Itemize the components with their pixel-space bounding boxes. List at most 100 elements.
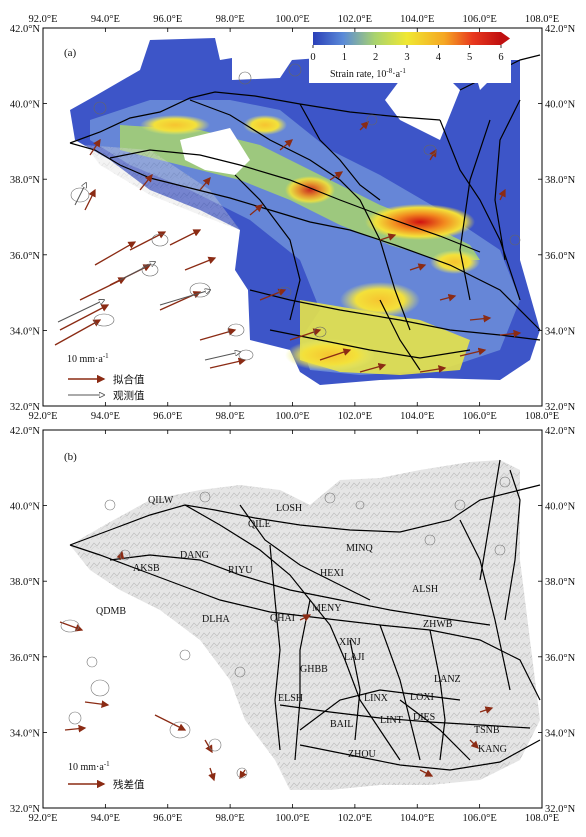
lon-label-bottom: 108.0°E — [525, 411, 559, 422]
block-label-qhai: QHAI — [270, 613, 295, 624]
lon-label-top: 100.0°E — [275, 14, 309, 25]
residual-vectors — [59, 476, 511, 782]
colorbar-tick-label: 1 — [342, 52, 347, 63]
block-label-hexi: HEXI — [320, 568, 344, 579]
lat-label-left: 42.0°N — [10, 426, 41, 437]
legend-a-scale: 10 mm·a-1 — [67, 352, 109, 365]
block-label-lint: LINT — [380, 715, 403, 726]
lon-label-bottom: 102.0°E — [338, 813, 372, 824]
colorbar-arrow-end — [501, 32, 510, 45]
lon-label-top: 96.0°E — [153, 14, 182, 25]
lon-label-bottom: 94.0°E — [91, 411, 120, 422]
panel-a-label: (a) — [64, 47, 77, 59]
lon-label-bottom: 94.0°E — [91, 813, 120, 824]
lat-label-right: 42.0°N — [545, 24, 576, 35]
legend-a: 10 mm·a-1 拟合值 观测值 — [67, 352, 145, 402]
block-label-lanz: LANZ — [434, 674, 461, 685]
lon-label-bottom: 92.0°E — [29, 411, 58, 422]
block-label-qilw: QILW — [148, 495, 174, 506]
fault-lines-a — [69, 54, 541, 371]
lon-label-top: 106.0°E — [463, 14, 497, 25]
block-label-losh: LOSH — [276, 503, 302, 514]
lon-label-bottom: 100.0°E — [275, 411, 309, 422]
block-label-aksb: AKSB — [133, 563, 160, 574]
block-label-tsnb: TSNB — [474, 725, 500, 736]
lon-label-bottom: 104.0°E — [400, 813, 434, 824]
colorbar-tick-label: 2 — [373, 52, 378, 63]
legend-fitted-label: 拟合值 — [113, 373, 145, 386]
lat-label-left: 32.0°N — [10, 804, 41, 815]
block-label-bail: BAIL — [330, 719, 353, 730]
lon-label-bottom: 102.0°E — [338, 411, 372, 422]
lon-label-bottom: 100.0°E — [275, 813, 309, 824]
panel-b-label: (b) — [64, 451, 77, 463]
lon-label-bottom: 96.0°E — [153, 813, 182, 824]
block-label-kang: KANG — [478, 744, 507, 755]
colorbar-tick-label: 5 — [467, 52, 472, 63]
block-label-zhou: ZHOU — [348, 749, 377, 760]
lat-label-left: 36.0°N — [10, 653, 41, 664]
block-label-zhwb: ZHWB — [423, 619, 453, 630]
block-label-laji: LAJI — [344, 652, 365, 663]
colorbar-tick-label: 3 — [404, 52, 409, 63]
lat-label-left: 40.0°N — [10, 502, 41, 513]
legend-b: 10 mm·a-1 残差值 — [68, 760, 145, 791]
lat-label-right: 40.0°N — [545, 502, 576, 513]
block-label-qile: QILE — [248, 519, 271, 530]
legend-observed-label: 观测值 — [113, 389, 145, 402]
lat-label-right: 38.0°N — [545, 577, 576, 588]
block-labels: QILW LOSH QILE MINQ DANG HEXI AKSB RIYU ALSH QDMB… — [96, 495, 507, 760]
lon-label-bottom: 106.0°E — [463, 813, 497, 824]
block-label-linx: LINX — [364, 693, 389, 704]
panel-a: 10 mm·a-1 拟合值 观测值 — [54, 38, 541, 402]
lon-label-top: 108.0°E — [525, 14, 559, 25]
colorbar-gradient — [313, 32, 501, 45]
block-label-ghbb: GHBB — [300, 664, 328, 675]
block-label-meny: MENY — [312, 603, 341, 614]
block-label-dies: DIES — [413, 712, 435, 723]
lat-label-right: 42.0°N — [545, 426, 576, 437]
panel-b: QILW LOSH QILE MINQ DANG HEXI AKSB RIYU ALSH QDMB… — [59, 459, 541, 791]
lat-label-right: 40.0°N — [545, 100, 576, 111]
lon-label-bottom: 98.0°E — [216, 411, 245, 422]
lon-label-top: 92.0°E — [29, 14, 58, 25]
colorbar-tick-label: 6 — [498, 52, 503, 63]
colorbar-tick-label: 4 — [436, 52, 442, 63]
lat-label-right: 32.0°N — [545, 402, 576, 413]
lon-label-bottom: 106.0°E — [463, 411, 497, 422]
lon-label-top: 102.0°E — [338, 14, 372, 25]
colorbar-title: Strain rate, 10-8·a-1 — [330, 67, 406, 80]
lat-label-left: 42.0°N — [10, 24, 41, 35]
colorbar-tick-label: 0 — [310, 52, 315, 63]
lon-label-bottom: 96.0°E — [153, 411, 182, 422]
lat-label-left: 34.0°N — [10, 728, 41, 739]
lon-label-bottom: 104.0°E — [400, 411, 434, 422]
lon-label-bottom: 98.0°E — [216, 813, 245, 824]
lat-label-left: 40.0°N — [10, 100, 41, 111]
lat-label-left: 38.0°N — [10, 577, 41, 588]
block-label-xinj: XINJ — [339, 637, 361, 648]
lat-label-right: 34.0°N — [545, 326, 576, 337]
lat-label-right: 38.0°N — [545, 175, 576, 186]
lat-label-left: 38.0°N — [10, 175, 41, 186]
vectors-a — [54, 63, 522, 373]
lat-label-right: 34.0°N — [545, 728, 576, 739]
colorbar: 0 1 2 3 4 5 6 Strain rate, 10-8·a-1 — [309, 29, 511, 83]
lon-label-bottom: 108.0°E — [525, 813, 559, 824]
block-label-dang: DANG — [180, 550, 209, 561]
lon-label-top: 104.0°E — [400, 14, 434, 25]
block-label-elsh: ELSH — [278, 693, 303, 704]
fault-lines-b — [69, 459, 541, 771]
lon-label-top: 94.0°E — [91, 14, 120, 25]
block-label-dlha: DLHA — [202, 614, 231, 625]
legend-residual-label: 残差值 — [113, 778, 145, 791]
lon-label-top: 98.0°E — [216, 14, 245, 25]
lat-label-right: 36.0°N — [545, 251, 576, 262]
lat-label-right: 36.0°N — [545, 653, 576, 664]
legend-b-scale: 10 mm·a-1 — [68, 760, 110, 773]
block-label-loxi: LOXI — [410, 692, 434, 703]
block-label-alsh: ALSH — [412, 584, 438, 595]
block-label-riyu: RIYU — [228, 565, 253, 576]
block-label-qdmb: QDMB — [96, 606, 126, 617]
